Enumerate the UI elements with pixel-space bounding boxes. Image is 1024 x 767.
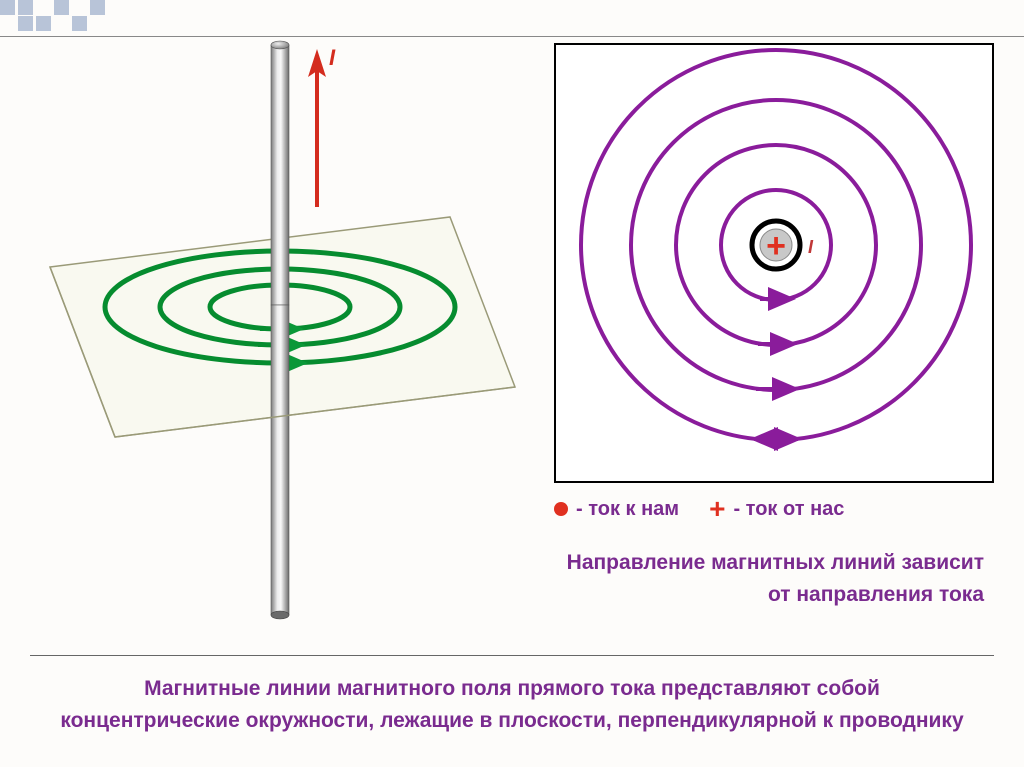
current-label-right: I [808, 237, 814, 257]
bottom-caption: Магнитные линии магнитного поля прямого … [0, 673, 1024, 736]
divider-line [30, 655, 994, 656]
legend-from-us: + - ток от нас [709, 495, 844, 523]
dot-icon [554, 502, 568, 516]
current-arrow: I [308, 45, 336, 207]
bottom-line1: Магнитные линии магнитного поля прямого … [40, 673, 984, 705]
left-3d-diagram: I [20, 37, 540, 677]
diagram-area: I [0, 36, 1024, 767]
legend-to-us: - ток к нам [554, 498, 679, 521]
legend: - ток к нам + - ток от нас [554, 495, 994, 523]
bottom-line2: концентрические окружности, лежащие в пл… [40, 705, 984, 737]
current-label: I [329, 45, 336, 70]
caption-right-line2: от направления тока [484, 579, 984, 611]
plus-icon: + [709, 495, 725, 523]
plus-symbol: + [766, 227, 786, 265]
conductor-rod [271, 41, 289, 305]
right-top-view-panel: + I [554, 43, 994, 483]
legend-from-us-text: - ток от нас [733, 498, 844, 521]
right-diagram-svg: + I [556, 45, 992, 481]
decorative-pattern [0, 0, 108, 32]
conductor-rod-lower [271, 305, 289, 619]
caption-right: Направление магнитных линий зависит от н… [484, 547, 984, 610]
legend-to-us-text: - ток к нам [576, 498, 679, 521]
caption-right-line1: Направление магнитных линий зависит [484, 547, 984, 579]
left-diagram-svg: I [20, 37, 540, 677]
wire-cross-section: + I [752, 221, 814, 269]
